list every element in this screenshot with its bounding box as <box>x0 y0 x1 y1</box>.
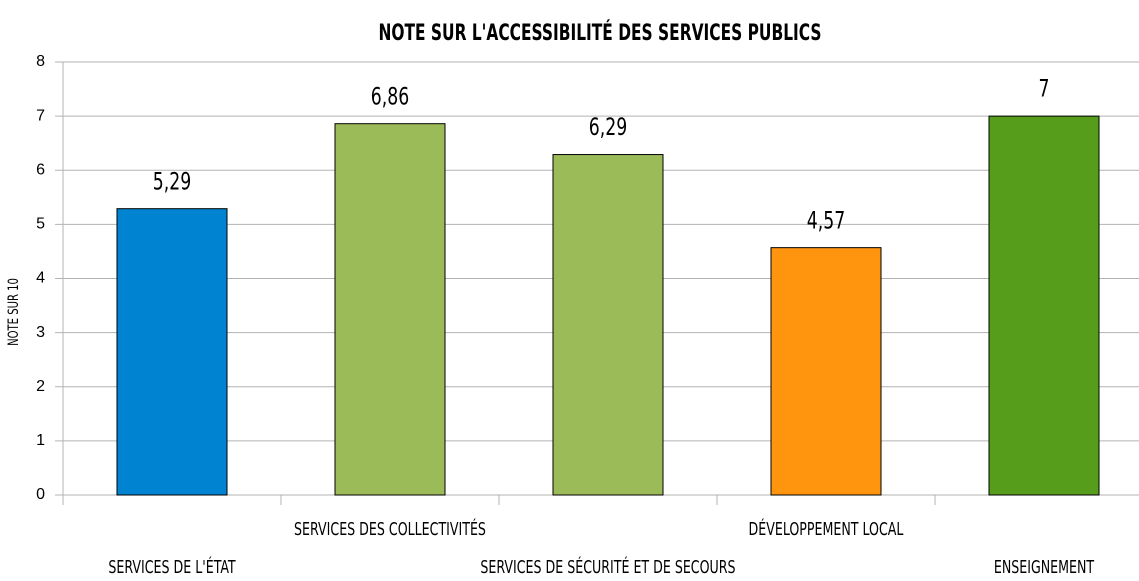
y-tick-label: 8 <box>36 53 45 70</box>
y-axis-label: NOTE SUR 10 <box>5 278 22 346</box>
bar <box>334 123 446 496</box>
bar <box>116 208 228 496</box>
x-tick-label: SERVICES DE SÉCURITÉ ET DE SECOURS <box>480 556 735 577</box>
y-tick-label: 4 <box>36 270 45 287</box>
y-tick-label: 2 <box>36 378 45 395</box>
bar <box>770 247 882 496</box>
y-tick-label: 7 <box>36 107 45 124</box>
y-tick-label: 6 <box>36 161 45 178</box>
y-tick-label: 0 <box>36 486 45 503</box>
x-tick-label: ENSEIGNEMENT <box>994 556 1094 577</box>
chart-title: NOTE SUR L'ACCESSIBILITÉ DES SERVICES PU… <box>378 20 821 46</box>
value-label: 5,29 <box>153 168 191 196</box>
y-tick-label: 5 <box>36 216 45 233</box>
x-tick-label: DÉVELOPPEMENT LOCAL <box>749 518 904 539</box>
y-tick-label: 3 <box>36 324 45 341</box>
bar <box>988 115 1100 496</box>
y-tick-label: 1 <box>36 432 45 449</box>
value-label: 4,57 <box>807 207 845 235</box>
value-label: 6,86 <box>371 83 409 111</box>
value-label: 7 <box>1039 76 1050 104</box>
x-tick-label: SERVICES DES COLLECTIVITÉS <box>294 518 486 539</box>
value-label: 6,29 <box>589 114 627 142</box>
x-tick-label: SERVICES DE L'ÉTAT <box>108 556 235 577</box>
bar <box>552 154 664 496</box>
